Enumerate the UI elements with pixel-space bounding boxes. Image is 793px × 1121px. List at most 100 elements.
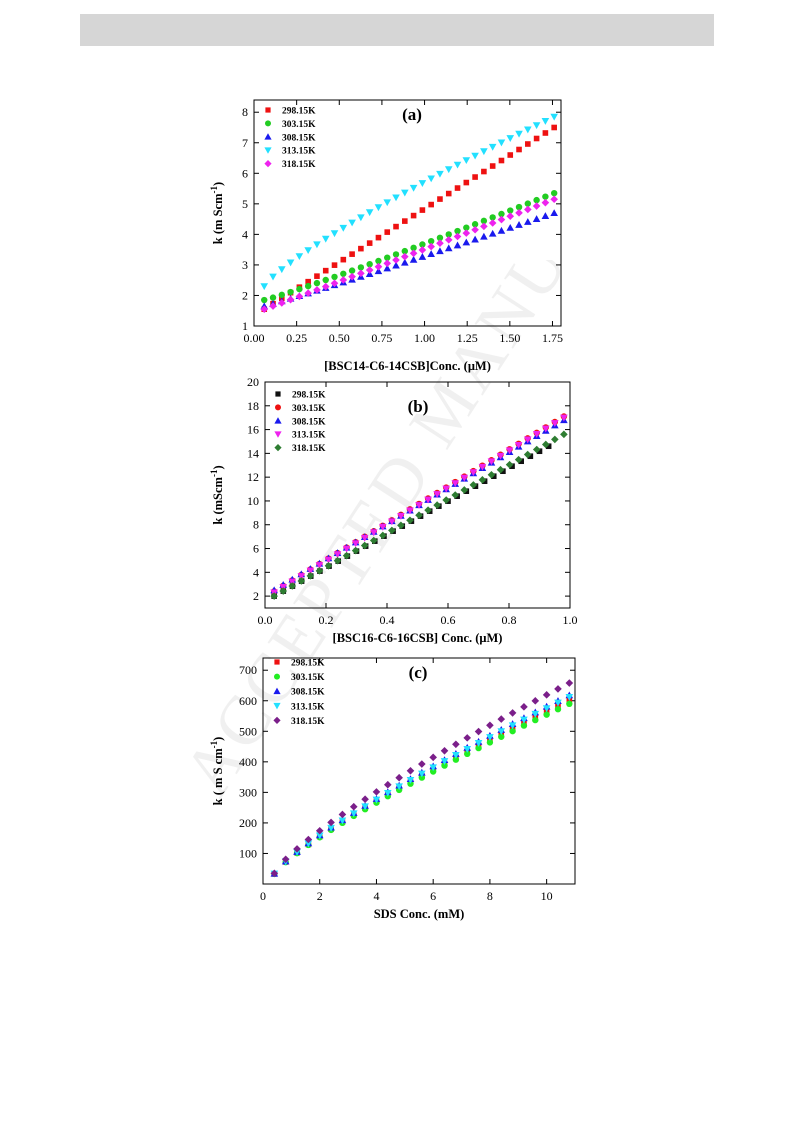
data-point [395,773,403,782]
legend-label: 318.15K [282,160,316,170]
y-tick-label: 300 [239,785,257,799]
data-point [507,152,514,158]
y-tick-label: 8 [242,105,248,119]
data-point [509,463,515,470]
data-point [471,221,479,228]
data-point [486,739,494,746]
data-point [278,291,286,299]
data-point [409,249,418,258]
y-tick-label: 2 [242,288,248,302]
data-point [418,253,427,260]
y-tick-label: 7 [242,136,248,150]
y-tick-label: 200 [239,816,257,830]
data-point [489,214,496,221]
x-tick-label: 0.2 [319,613,334,627]
x-tick-label: 0.4 [380,613,395,627]
data-point [498,210,505,218]
data-point [401,258,409,266]
data-point [388,518,396,526]
data-point [331,262,338,268]
data-point [330,279,339,288]
data-point [397,521,405,530]
data-point [401,247,409,255]
legend-marker [275,391,281,397]
y-tick-label: 500 [239,724,257,738]
legend-label: 298.15K [291,659,325,669]
x-tick-label: 8 [487,889,493,903]
data-point [313,241,321,249]
data-point [451,480,460,488]
data-point [395,783,403,791]
data-point [286,259,295,267]
header-band [80,14,714,46]
data-point [445,190,452,197]
data-point [288,582,297,590]
legend-marker [274,659,280,665]
data-point [286,295,295,304]
x-tick-label: 0 [260,889,266,903]
panel-label: (c) [409,663,428,682]
data-point [527,453,534,460]
data-point [315,567,324,575]
legend-marker [264,133,272,140]
data-point [545,443,552,450]
y-tick-label: 6 [242,166,248,180]
data-point [496,465,505,474]
data-point [516,146,522,153]
data-point [498,733,505,740]
data-point [351,546,360,555]
data-point [472,174,478,180]
data-point [383,259,392,268]
data-point [361,795,369,804]
data-point [383,199,392,207]
x-tick-label: 6 [430,889,436,903]
data-point [497,226,506,234]
data-point [357,214,365,222]
y-tick-label: 600 [239,694,257,708]
data-point [500,468,506,475]
data-point [392,261,400,269]
data-point [340,256,347,263]
data-point [365,209,374,217]
plot-frame [253,99,562,327]
data-point [565,694,574,701]
data-point [270,869,279,878]
data-point [533,135,540,142]
data-point [429,753,437,762]
y-axis-label: k (m Scm-1) [209,182,225,244]
chart-panel-c: 0 2 4 6 8 10 100 200 300 400 500 600 700 SDS Conc. (m… [209,657,576,921]
data-point [375,257,382,265]
data-point [524,200,532,207]
data-point [338,810,347,819]
y-axis-label: k (mScm-1) [209,465,225,524]
data-point [295,253,304,261]
data-point [541,212,550,220]
data-point [474,727,483,736]
data-point [333,556,342,565]
data-point [410,212,417,219]
data-point [460,474,469,482]
y-tick-label: 1 [242,319,248,333]
data-point [322,276,329,284]
legend-label: 313.15K [291,702,325,712]
y-tick-label: 4 [242,227,248,241]
legend-label: 318.15K [292,444,326,454]
y-tick-label: 5 [242,197,248,211]
data-point [357,269,365,278]
data-point [463,224,470,231]
data-point [487,458,496,466]
data-point [384,229,391,235]
data-point [487,470,496,479]
data-point [514,455,523,464]
panel-label: (a) [402,105,422,124]
data-point [315,832,324,840]
data-point [281,855,290,864]
data-point [452,740,460,749]
data-point [436,239,444,248]
legend: 298.15K 303.15K 308.15K 313.15K 318.15K [274,391,326,454]
x-tick-label: 1.25 [457,331,478,345]
data-point [541,440,550,449]
series-303.15K [261,189,558,304]
data-point [349,802,358,811]
data-point [475,744,482,752]
